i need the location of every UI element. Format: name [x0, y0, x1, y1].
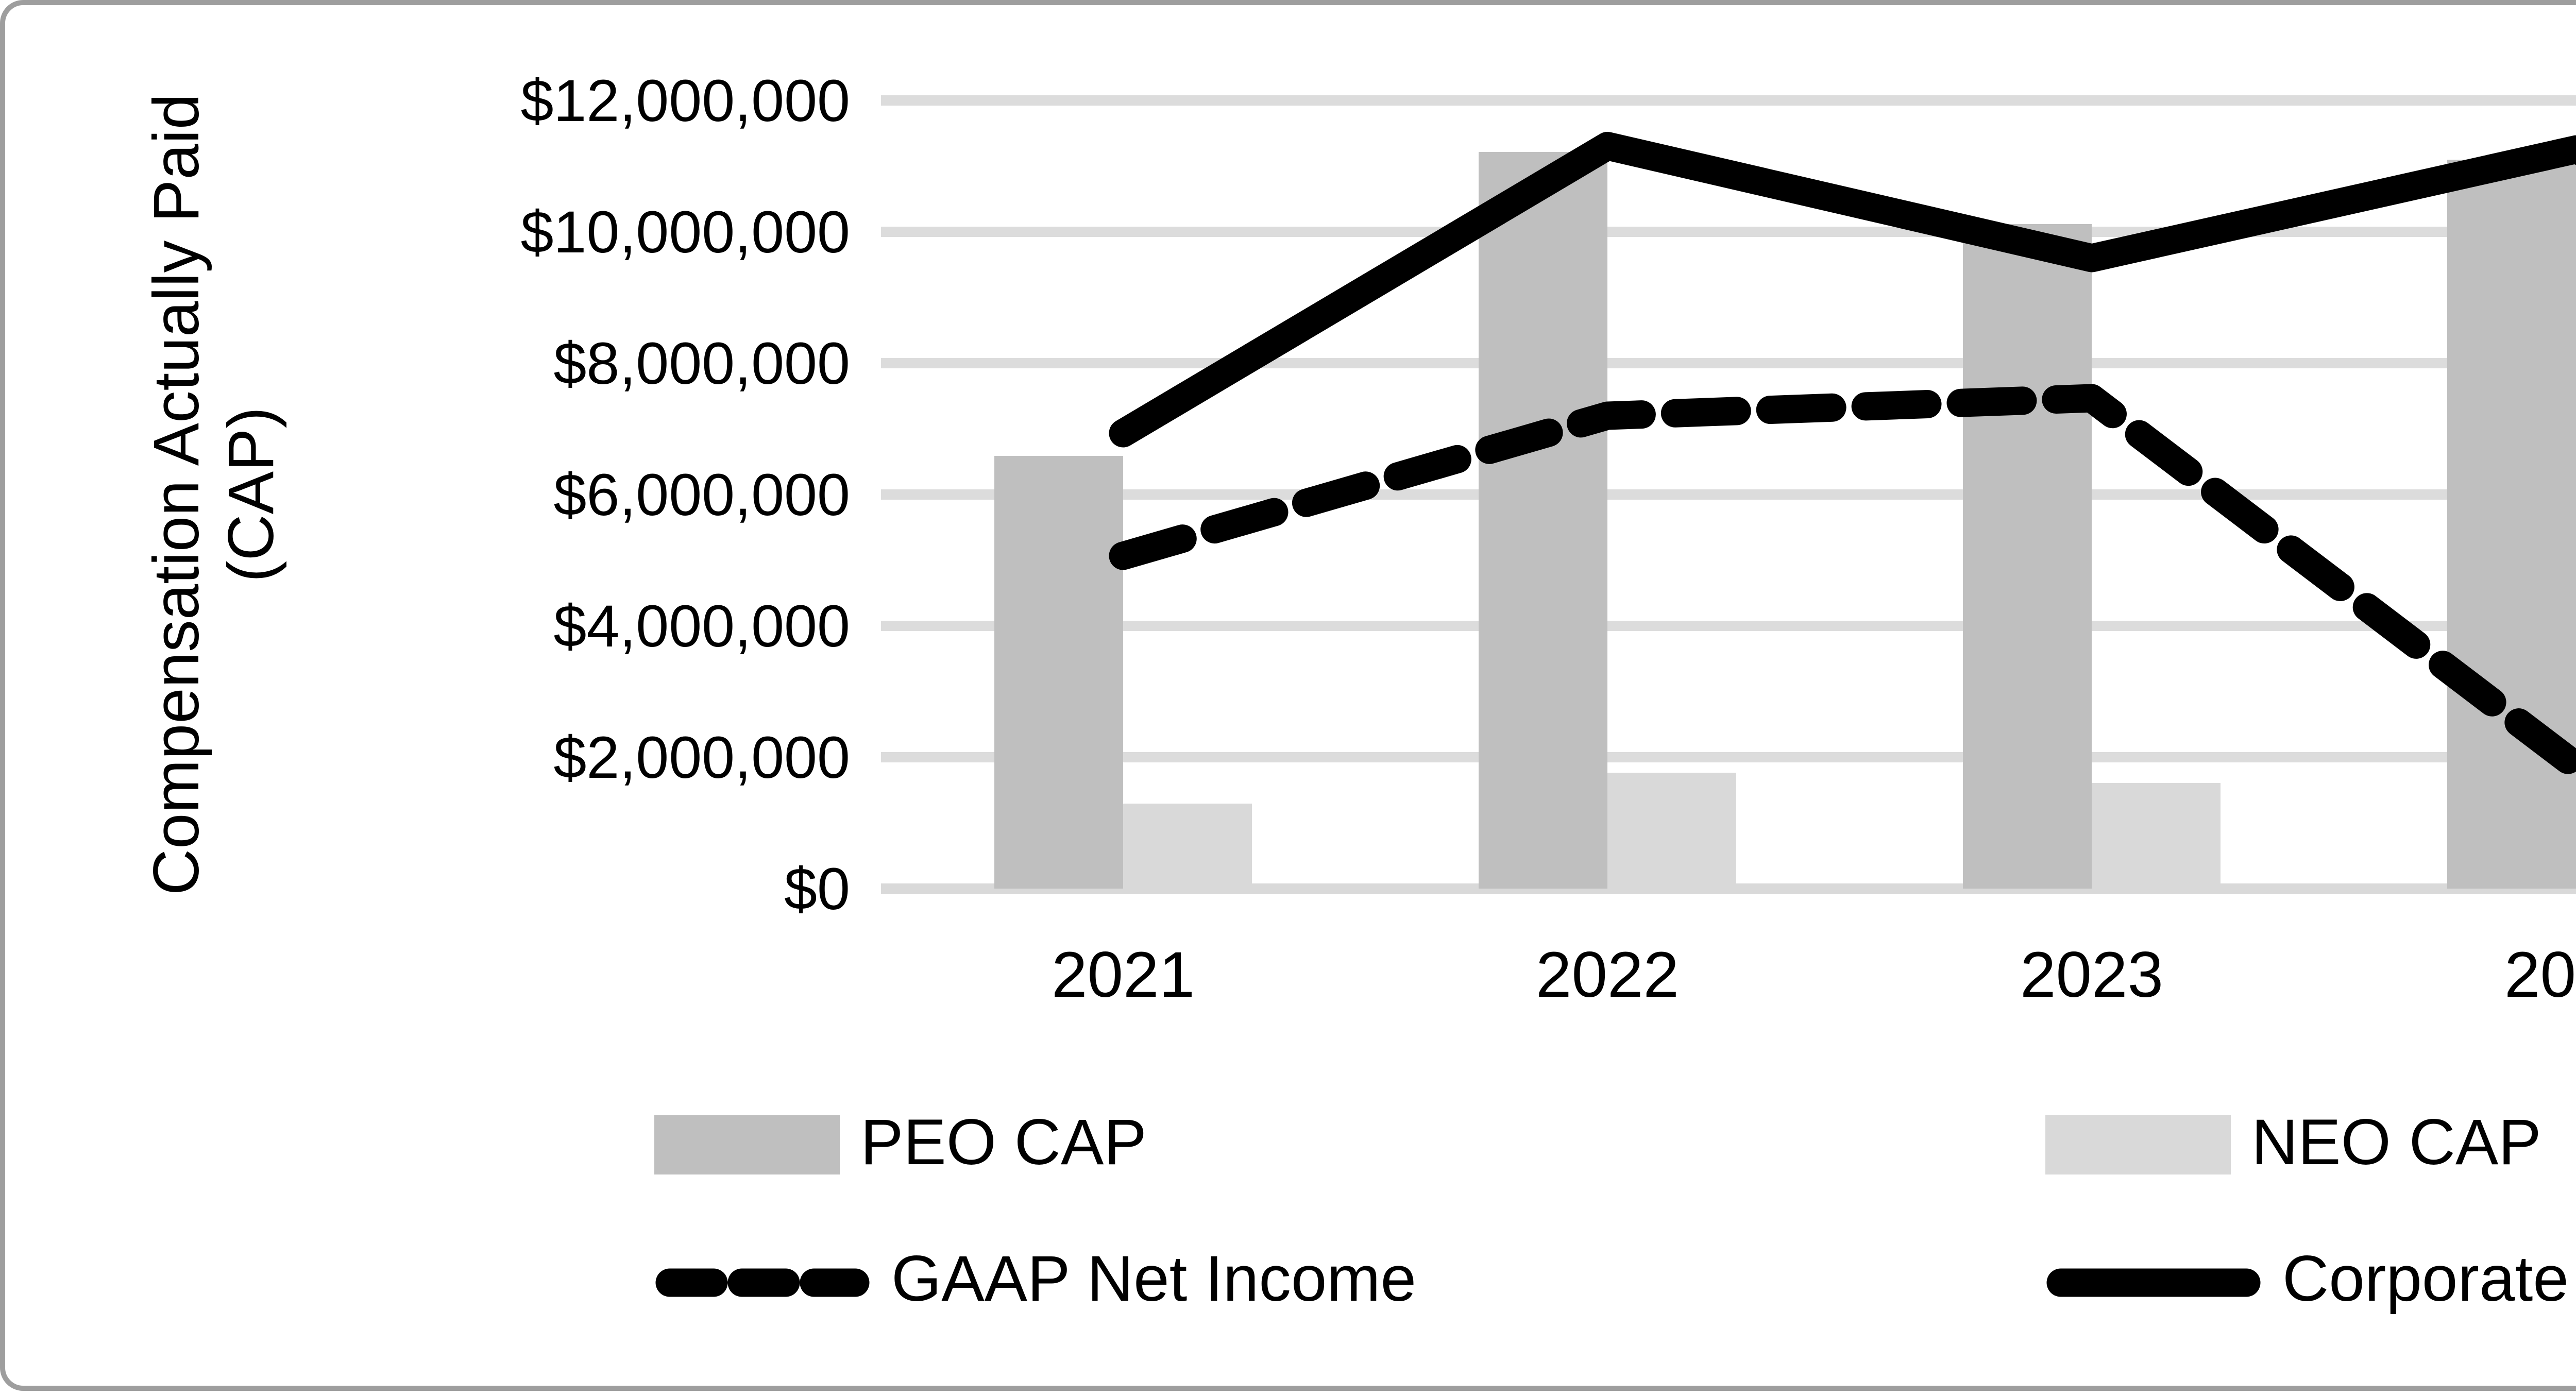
- bar-peo-cap-2021: [994, 455, 1123, 889]
- legend-label: GAAP Net Income: [891, 1244, 1416, 1316]
- line-series-layer: [1109, 131, 2576, 780]
- x-axis-label-2022: 2022: [1535, 940, 1680, 1012]
- left-axis-tick-label: $10,000,000: [520, 198, 850, 265]
- left-axis-tick-label: $4,000,000: [553, 592, 850, 659]
- left-axis-tick-label: $2,000,000: [553, 724, 850, 791]
- bar-peo-cap-2023: [1963, 225, 2092, 889]
- legend-swatch-line-dashed: [655, 1267, 870, 1296]
- legend-swatch-bar: [2045, 1115, 2231, 1174]
- left-axis-tick-label: $0: [784, 855, 850, 922]
- legend-item-corporate-operating-income: Corporate Operating Income: [2045, 1244, 2576, 1319]
- legend-label: NEO CAP: [2251, 1108, 2541, 1180]
- gridline: [881, 358, 2576, 368]
- left-axis-tick-label: $12,000,000: [520, 67, 850, 134]
- bar-neo-cap-2021: [1123, 803, 1252, 889]
- left-axis-tick-label: $8,000,000: [553, 330, 850, 397]
- legend-item-neo-cap: NEO CAP: [2045, 1108, 2541, 1182]
- legend-item-peo-cap: PEO CAP: [654, 1108, 1147, 1182]
- x-axis-label-2021: 2021: [1051, 940, 1195, 1012]
- x-axis-label-2024: 2024: [2504, 940, 2576, 1012]
- legend-swatch-bar: [654, 1115, 840, 1174]
- line-corporate-operating-income: [1109, 131, 2576, 448]
- legend-label: PEO CAP: [860, 1108, 1147, 1180]
- x-axis-label-2023: 2023: [2020, 940, 2164, 1012]
- bar-neo-cap-2023: [2092, 783, 2221, 889]
- line-gaap-net-income: [1109, 384, 2576, 780]
- legend-label: Corporate Operating Income: [2282, 1244, 2576, 1316]
- legend-swatch-line-solid: [2046, 1267, 2261, 1296]
- gridline: [881, 752, 2576, 762]
- left-axis-tick-label: $6,000,000: [553, 461, 850, 528]
- gridline: [881, 95, 2576, 106]
- bar-peo-cap-2022: [1479, 152, 1607, 889]
- legend-item-gaap-net-income: GAAP Net Income: [654, 1244, 1416, 1319]
- bar-neo-cap-2022: [1607, 773, 1736, 889]
- gridline: [881, 621, 2576, 631]
